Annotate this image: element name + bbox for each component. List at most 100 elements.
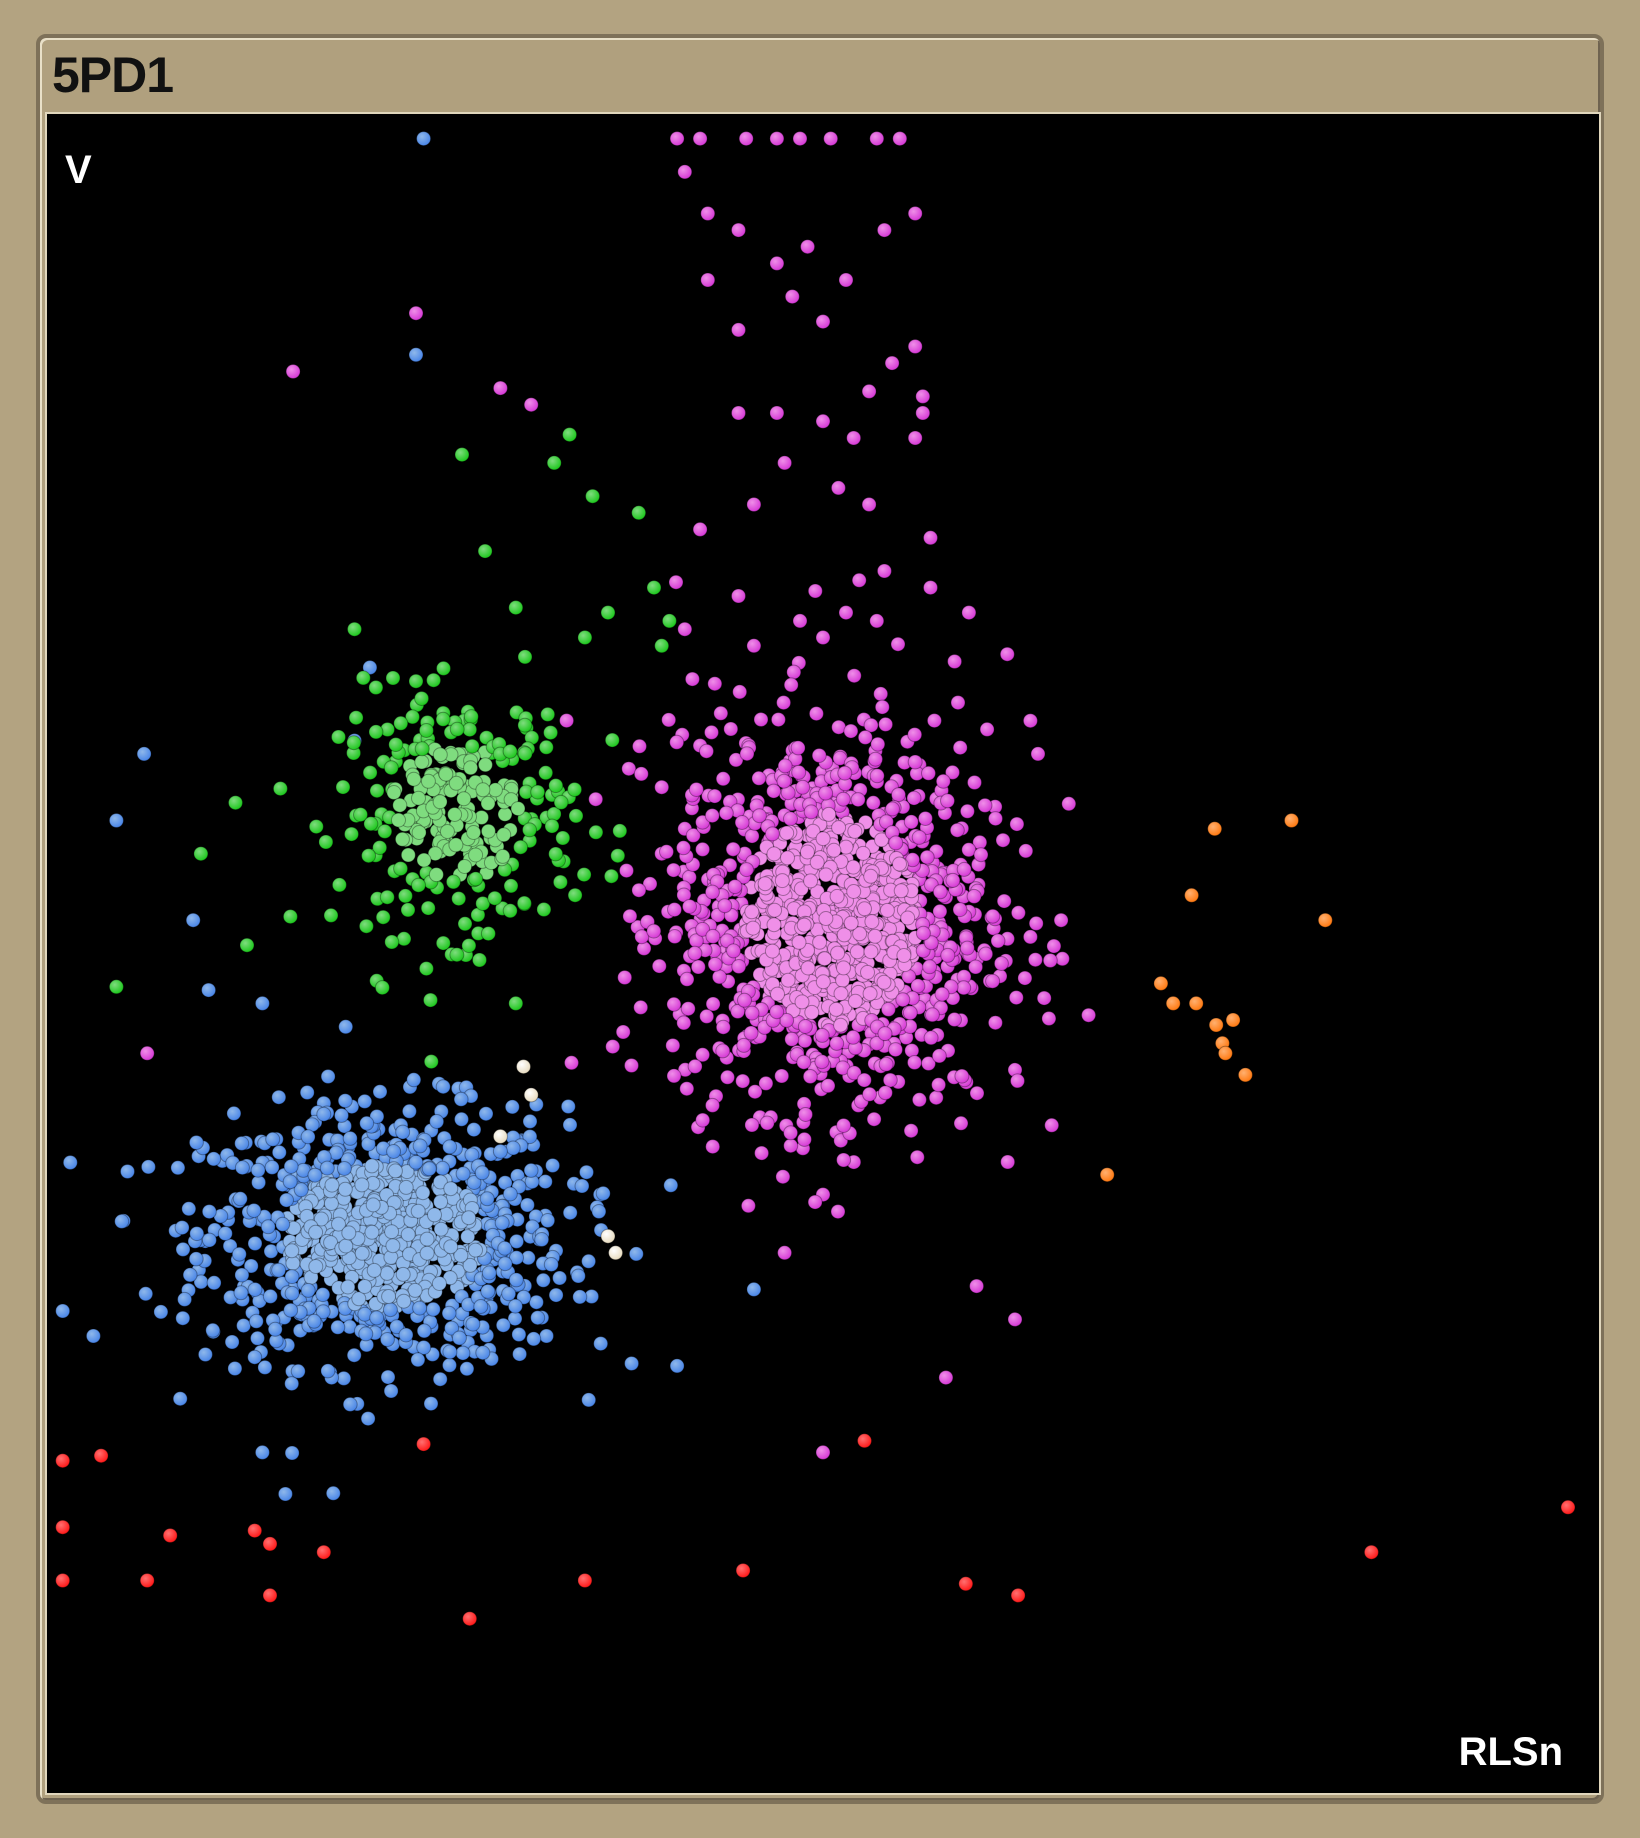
data-point bbox=[993, 956, 1009, 971]
data-point bbox=[487, 782, 503, 798]
data-point bbox=[1010, 1073, 1025, 1089]
data-point bbox=[700, 272, 716, 288]
data-point bbox=[572, 1289, 588, 1305]
data-point bbox=[906, 790, 922, 806]
data-point bbox=[814, 1027, 830, 1043]
data-point bbox=[188, 1135, 204, 1150]
data-point bbox=[909, 1149, 925, 1165]
data-point bbox=[845, 1029, 861, 1045]
data-point bbox=[397, 888, 413, 904]
data-point bbox=[730, 1004, 746, 1019]
data-point bbox=[1041, 1011, 1057, 1026]
data-point bbox=[231, 1246, 247, 1262]
data-point bbox=[873, 686, 889, 702]
data-point bbox=[323, 1235, 339, 1251]
x-axis-label: RLSn bbox=[1458, 1730, 1563, 1774]
data-point bbox=[564, 1055, 579, 1071]
data-point bbox=[410, 1203, 426, 1219]
data-point bbox=[922, 959, 938, 975]
data-point bbox=[325, 1485, 341, 1501]
data-point bbox=[892, 131, 908, 147]
data-point bbox=[358, 1326, 374, 1342]
data-point bbox=[879, 902, 895, 918]
data-point bbox=[546, 455, 562, 471]
data-point bbox=[461, 1210, 477, 1226]
data-point bbox=[1284, 813, 1299, 828]
data-point bbox=[174, 1220, 190, 1236]
data-point bbox=[501, 1286, 517, 1302]
data-point bbox=[522, 822, 537, 838]
data-point bbox=[776, 695, 792, 711]
data-point bbox=[395, 1124, 411, 1140]
data-point bbox=[999, 646, 1015, 662]
data-point bbox=[538, 765, 554, 781]
data-point bbox=[346, 1347, 362, 1363]
data-point bbox=[888, 835, 904, 851]
data-point bbox=[799, 844, 815, 860]
data-point bbox=[870, 736, 886, 752]
data-point bbox=[818, 911, 834, 926]
data-point bbox=[802, 1069, 818, 1084]
data-point bbox=[406, 1072, 422, 1088]
data-point bbox=[794, 994, 810, 1010]
data-point bbox=[847, 993, 863, 1009]
scatter-plot-area[interactable]: V RLSn bbox=[45, 112, 1601, 1795]
data-point bbox=[809, 854, 825, 870]
data-point bbox=[619, 863, 634, 879]
data-point bbox=[935, 773, 951, 789]
data-point bbox=[720, 1069, 735, 1085]
data-point bbox=[427, 1207, 442, 1223]
data-point bbox=[837, 765, 853, 781]
data-point bbox=[364, 1158, 380, 1174]
data-point bbox=[817, 951, 833, 967]
data-point bbox=[896, 948, 912, 963]
data-point bbox=[921, 765, 936, 781]
data-point bbox=[1165, 995, 1181, 1011]
data-point bbox=[365, 1197, 381, 1213]
data-point bbox=[1027, 952, 1043, 968]
data-point bbox=[293, 1182, 309, 1198]
data-point bbox=[477, 543, 493, 559]
data-point bbox=[324, 1177, 340, 1193]
data-point bbox=[475, 896, 491, 911]
data-point bbox=[320, 1363, 336, 1379]
data-point bbox=[330, 1319, 346, 1335]
data-point bbox=[1317, 912, 1333, 928]
data-point bbox=[412, 1300, 428, 1316]
data-point bbox=[665, 1038, 681, 1053]
data-point bbox=[534, 1232, 550, 1247]
data-point bbox=[1208, 1017, 1224, 1033]
data-point bbox=[770, 712, 786, 728]
data-point bbox=[893, 883, 909, 899]
data-point bbox=[374, 980, 390, 996]
data-point bbox=[507, 1298, 523, 1314]
data-point bbox=[246, 1203, 262, 1218]
data-point bbox=[746, 638, 762, 654]
data-point bbox=[331, 729, 346, 745]
data-point bbox=[798, 1107, 813, 1122]
data-point bbox=[435, 1079, 451, 1095]
data-point bbox=[480, 926, 496, 942]
data-point bbox=[313, 1211, 329, 1227]
data-point bbox=[1363, 1544, 1379, 1560]
data-point bbox=[418, 723, 434, 738]
data-point bbox=[977, 797, 993, 813]
data-point bbox=[248, 1313, 264, 1329]
data-point bbox=[342, 1396, 358, 1412]
data-point bbox=[663, 1177, 679, 1193]
data-point bbox=[735, 1563, 751, 1578]
data-point bbox=[793, 881, 809, 897]
data-point bbox=[727, 879, 743, 895]
data-point bbox=[591, 1204, 607, 1219]
data-point bbox=[346, 735, 362, 751]
data-point bbox=[299, 1085, 315, 1100]
data-point bbox=[1022, 929, 1038, 945]
data-point bbox=[770, 986, 785, 1002]
data-point bbox=[863, 944, 879, 960]
data-point bbox=[284, 1376, 300, 1392]
data-point bbox=[690, 959, 706, 975]
data-point bbox=[744, 1117, 760, 1133]
data-point bbox=[487, 890, 503, 906]
data-point bbox=[624, 1356, 640, 1371]
data-point bbox=[136, 746, 152, 762]
